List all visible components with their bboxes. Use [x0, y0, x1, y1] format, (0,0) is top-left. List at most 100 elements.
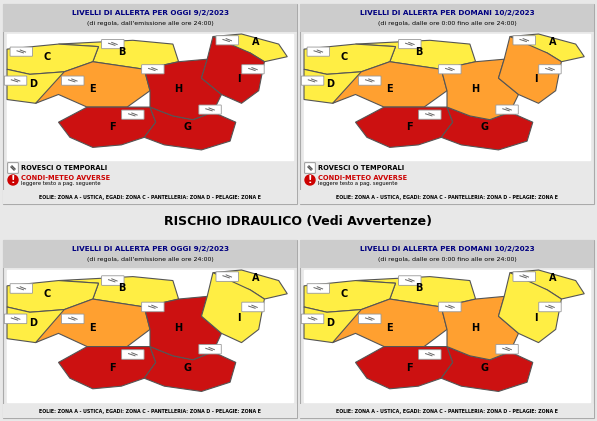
Polygon shape	[355, 40, 476, 69]
Polygon shape	[304, 280, 396, 312]
FancyBboxPatch shape	[513, 272, 536, 281]
Text: LIVELLI DI ALLERTA PER OGGI 9/2/2023: LIVELLI DI ALLERTA PER OGGI 9/2/2023	[72, 10, 229, 16]
Polygon shape	[441, 296, 519, 360]
Polygon shape	[304, 44, 396, 75]
FancyBboxPatch shape	[418, 350, 441, 359]
FancyBboxPatch shape	[199, 344, 221, 354]
Polygon shape	[201, 273, 264, 343]
Polygon shape	[7, 69, 64, 103]
Polygon shape	[7, 44, 99, 75]
FancyBboxPatch shape	[439, 302, 461, 312]
Text: E: E	[386, 85, 393, 94]
FancyBboxPatch shape	[122, 350, 144, 359]
Text: D: D	[326, 318, 334, 328]
FancyBboxPatch shape	[242, 302, 264, 312]
FancyBboxPatch shape	[301, 76, 324, 85]
FancyBboxPatch shape	[399, 40, 421, 49]
FancyBboxPatch shape	[216, 36, 238, 45]
Polygon shape	[7, 307, 64, 343]
Bar	[304, 34, 590, 160]
Text: H: H	[472, 85, 479, 94]
Bar	[3, 4, 297, 204]
Text: !: !	[11, 175, 16, 185]
Polygon shape	[441, 346, 533, 392]
Bar	[300, 240, 594, 268]
Polygon shape	[510, 270, 584, 299]
Polygon shape	[304, 307, 361, 343]
Bar	[7, 270, 293, 402]
Bar	[300, 190, 594, 204]
Circle shape	[8, 175, 18, 185]
Text: G: G	[183, 122, 191, 132]
Bar	[300, 4, 594, 32]
Text: (di regola, dall'emissione alle ore 24:00): (di regola, dall'emissione alle ore 24:0…	[87, 258, 213, 263]
Text: leggere testo a pag. seguente: leggere testo a pag. seguente	[318, 181, 398, 187]
Text: H: H	[174, 323, 183, 333]
Text: E: E	[90, 323, 96, 333]
Text: E: E	[90, 85, 96, 94]
Text: G: G	[480, 362, 488, 373]
Text: A: A	[549, 37, 556, 47]
FancyBboxPatch shape	[141, 302, 164, 312]
Polygon shape	[59, 346, 156, 389]
Polygon shape	[304, 69, 361, 103]
Text: I: I	[534, 312, 537, 322]
FancyBboxPatch shape	[216, 272, 238, 281]
Text: D: D	[29, 318, 37, 328]
FancyBboxPatch shape	[496, 105, 518, 114]
Text: I: I	[237, 75, 241, 84]
Polygon shape	[144, 59, 221, 120]
Text: LIVELLI DI ALLERTA PER DOMANI 10/2/2023: LIVELLI DI ALLERTA PER DOMANI 10/2/2023	[359, 246, 534, 252]
Text: A: A	[252, 273, 260, 283]
Text: EOLIE: ZONA A - USTICA, EGADI: ZONA C - PANTELLERIA: ZONA D - PELAGIE: ZONA E: EOLIE: ZONA A - USTICA, EGADI: ZONA C - …	[336, 195, 558, 200]
Polygon shape	[59, 107, 156, 147]
Polygon shape	[498, 37, 561, 103]
FancyBboxPatch shape	[61, 76, 84, 85]
Text: B: B	[118, 283, 125, 293]
Polygon shape	[144, 107, 236, 150]
FancyBboxPatch shape	[4, 314, 27, 324]
Text: ROVESCI O TEMPORALI: ROVESCI O TEMPORALI	[318, 165, 404, 171]
Polygon shape	[355, 346, 453, 389]
Bar	[300, 404, 594, 418]
FancyBboxPatch shape	[399, 276, 421, 285]
Polygon shape	[201, 37, 264, 103]
Text: E: E	[386, 323, 393, 333]
Text: !: !	[307, 175, 312, 185]
Polygon shape	[355, 277, 476, 307]
Text: RISCHIO IDRAULICO (Vedi Avvertenze): RISCHIO IDRAULICO (Vedi Avvertenze)	[165, 216, 432, 229]
Bar	[3, 240, 297, 418]
Bar	[3, 404, 297, 418]
Text: LIVELLI DI ALLERTA PER DOMANI 10/2/2023: LIVELLI DI ALLERTA PER DOMANI 10/2/2023	[359, 10, 534, 16]
Polygon shape	[333, 299, 447, 346]
FancyBboxPatch shape	[538, 302, 561, 312]
Polygon shape	[441, 59, 519, 120]
FancyBboxPatch shape	[122, 110, 144, 119]
Polygon shape	[144, 296, 221, 360]
Text: CONDI-METEO AVVERSE: CONDI-METEO AVVERSE	[21, 175, 110, 181]
FancyBboxPatch shape	[101, 40, 124, 49]
Circle shape	[305, 175, 315, 185]
Text: ROVESCI O TEMPORALI: ROVESCI O TEMPORALI	[21, 165, 107, 171]
FancyBboxPatch shape	[304, 163, 315, 173]
Bar	[3, 240, 297, 268]
Bar	[3, 190, 297, 204]
Text: B: B	[415, 47, 422, 57]
Polygon shape	[59, 40, 179, 69]
Text: EOLIE: ZONA A - USTICA, EGADI: ZONA C - PANTELLERIA: ZONA D - PELAGIE: ZONA E: EOLIE: ZONA A - USTICA, EGADI: ZONA C - …	[336, 408, 558, 413]
Text: (di regola, dalle ore 0:00 fino alle ore 24:00): (di regola, dalle ore 0:00 fino alle ore…	[378, 258, 516, 263]
Text: (di regola, dalle ore 0:00 fino alle ore 24:00): (di regola, dalle ore 0:00 fino alle ore…	[378, 21, 516, 27]
Polygon shape	[213, 34, 287, 62]
FancyBboxPatch shape	[242, 65, 264, 74]
Text: C: C	[44, 52, 51, 62]
FancyBboxPatch shape	[10, 284, 32, 293]
Bar	[304, 270, 590, 402]
Text: C: C	[44, 289, 51, 299]
Text: C: C	[340, 52, 347, 62]
Polygon shape	[498, 273, 561, 343]
Polygon shape	[213, 270, 287, 299]
FancyBboxPatch shape	[61, 314, 84, 324]
Text: I: I	[534, 75, 537, 84]
Bar	[300, 4, 594, 204]
Text: D: D	[326, 80, 334, 89]
